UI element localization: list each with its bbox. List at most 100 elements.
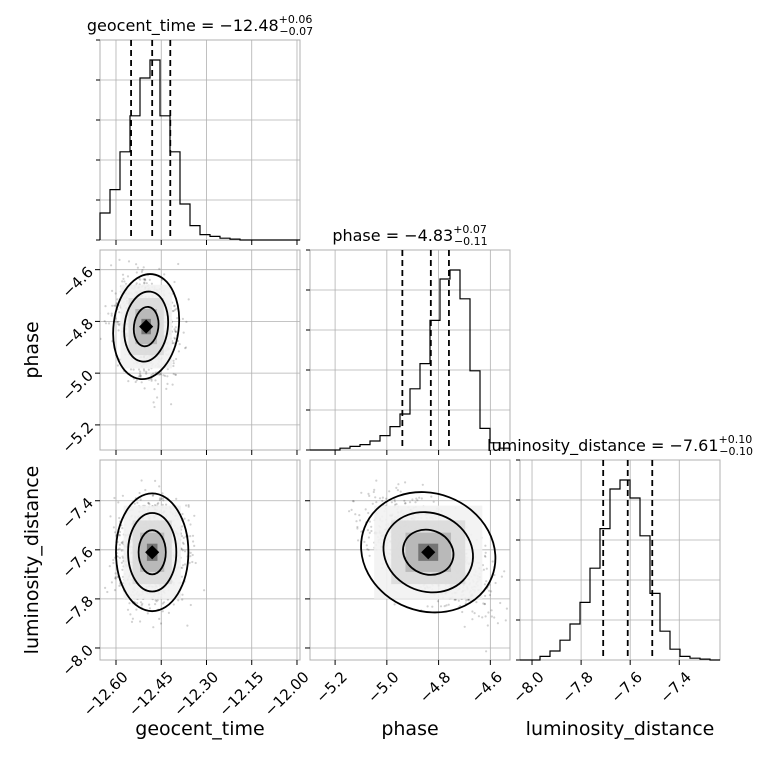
sample-point [127, 380, 130, 383]
y-tick-label-luminosity_distance: −7.4 [59, 494, 97, 532]
sample-point [203, 589, 206, 592]
sample-point [482, 602, 485, 605]
sample-point [191, 560, 194, 564]
sample-point [143, 278, 146, 281]
sample-point [158, 373, 161, 376]
sample-point [129, 368, 133, 371]
sample-point [366, 548, 369, 551]
x-tick-label-phase: −4.6 [468, 668, 506, 706]
sample-point [134, 380, 137, 384]
sample-point [150, 378, 153, 381]
sample-point [114, 577, 117, 580]
sample-point [104, 586, 107, 590]
sample-point [180, 547, 183, 550]
sample-point [360, 491, 363, 494]
histogram-geocent_time [99, 59, 300, 241]
sample-point [368, 531, 371, 535]
sample-point [147, 501, 150, 505]
sample-point [171, 342, 174, 345]
sample-point [118, 543, 121, 546]
sample-point [187, 504, 190, 507]
sample-point [154, 479, 157, 482]
sample-point [117, 329, 120, 332]
sample-point [481, 616, 484, 619]
sample-point [124, 282, 128, 285]
x-tick-label-luminosity_distance: −7.6 [607, 668, 645, 706]
sample-point [173, 305, 176, 308]
sample-point [107, 322, 111, 325]
sample-point [484, 551, 487, 554]
sample-point [116, 364, 119, 367]
sample-point [354, 513, 357, 516]
panel-2d-phase-luminosity_distance [309, 459, 511, 661]
sample-point [445, 604, 448, 607]
sample-point [180, 575, 183, 578]
sample-point [126, 608, 130, 611]
sample-point [163, 601, 166, 604]
sample-point [189, 523, 192, 526]
contour-level-0 [112, 273, 181, 381]
sample-point [375, 501, 378, 504]
sample-point [107, 312, 110, 315]
sample-point [114, 292, 117, 295]
sample-point [139, 278, 142, 281]
sample-point [126, 275, 130, 278]
sample-point [355, 520, 358, 523]
sample-point [485, 567, 488, 570]
sample-point [136, 266, 139, 269]
sample-point [140, 270, 143, 273]
density-phase-luminosity_distance [310, 460, 516, 660]
sample-point [154, 603, 157, 606]
sample-point [138, 491, 141, 495]
sample-point [484, 615, 487, 618]
sample-point [113, 589, 117, 592]
sample-point [121, 568, 124, 571]
sample-point [173, 336, 176, 339]
sample-point [159, 373, 162, 376]
sample-point [381, 499, 384, 502]
sample-point [426, 605, 429, 608]
sample-point [500, 575, 503, 578]
sample-point [465, 599, 468, 602]
sample-point [114, 576, 117, 579]
sample-point [183, 517, 186, 520]
sample-point [162, 497, 165, 500]
sample-point [100, 337, 102, 340]
sample-point [172, 309, 175, 312]
sample-point [144, 488, 147, 492]
density-geocent_time-luminosity_distance [100, 460, 300, 660]
sample-point [185, 504, 188, 507]
sample-point [172, 362, 175, 365]
sample-point [505, 607, 508, 610]
sample-point [121, 541, 124, 544]
title-value: luminosity_distance = −7.61 [487, 436, 718, 456]
sample-point [142, 266, 145, 269]
sample-point [491, 560, 494, 563]
sample-point [104, 322, 108, 325]
sample-point [173, 280, 176, 284]
sample-point [350, 508, 353, 511]
sample-point [174, 330, 177, 333]
sample-point [118, 258, 121, 261]
sample-point [100, 312, 101, 314]
sample-point [160, 497, 163, 500]
sample-point [136, 602, 139, 605]
sample-point [189, 603, 192, 607]
sample-point [151, 494, 154, 497]
sample-point [191, 553, 194, 557]
sample-point [158, 372, 162, 375]
sample-point [348, 510, 351, 513]
sample-point [351, 500, 355, 503]
sample-point [399, 490, 402, 493]
sample-point [484, 555, 487, 558]
sample-point [430, 495, 433, 498]
sample-point [358, 514, 361, 517]
sample-point [121, 280, 124, 283]
sample-point [104, 305, 107, 308]
sample-point [493, 573, 496, 577]
sample-point [123, 280, 126, 283]
sample-point [140, 381, 143, 384]
sample-point [116, 298, 119, 301]
sample-point [514, 584, 516, 586]
sample-point [397, 483, 400, 486]
